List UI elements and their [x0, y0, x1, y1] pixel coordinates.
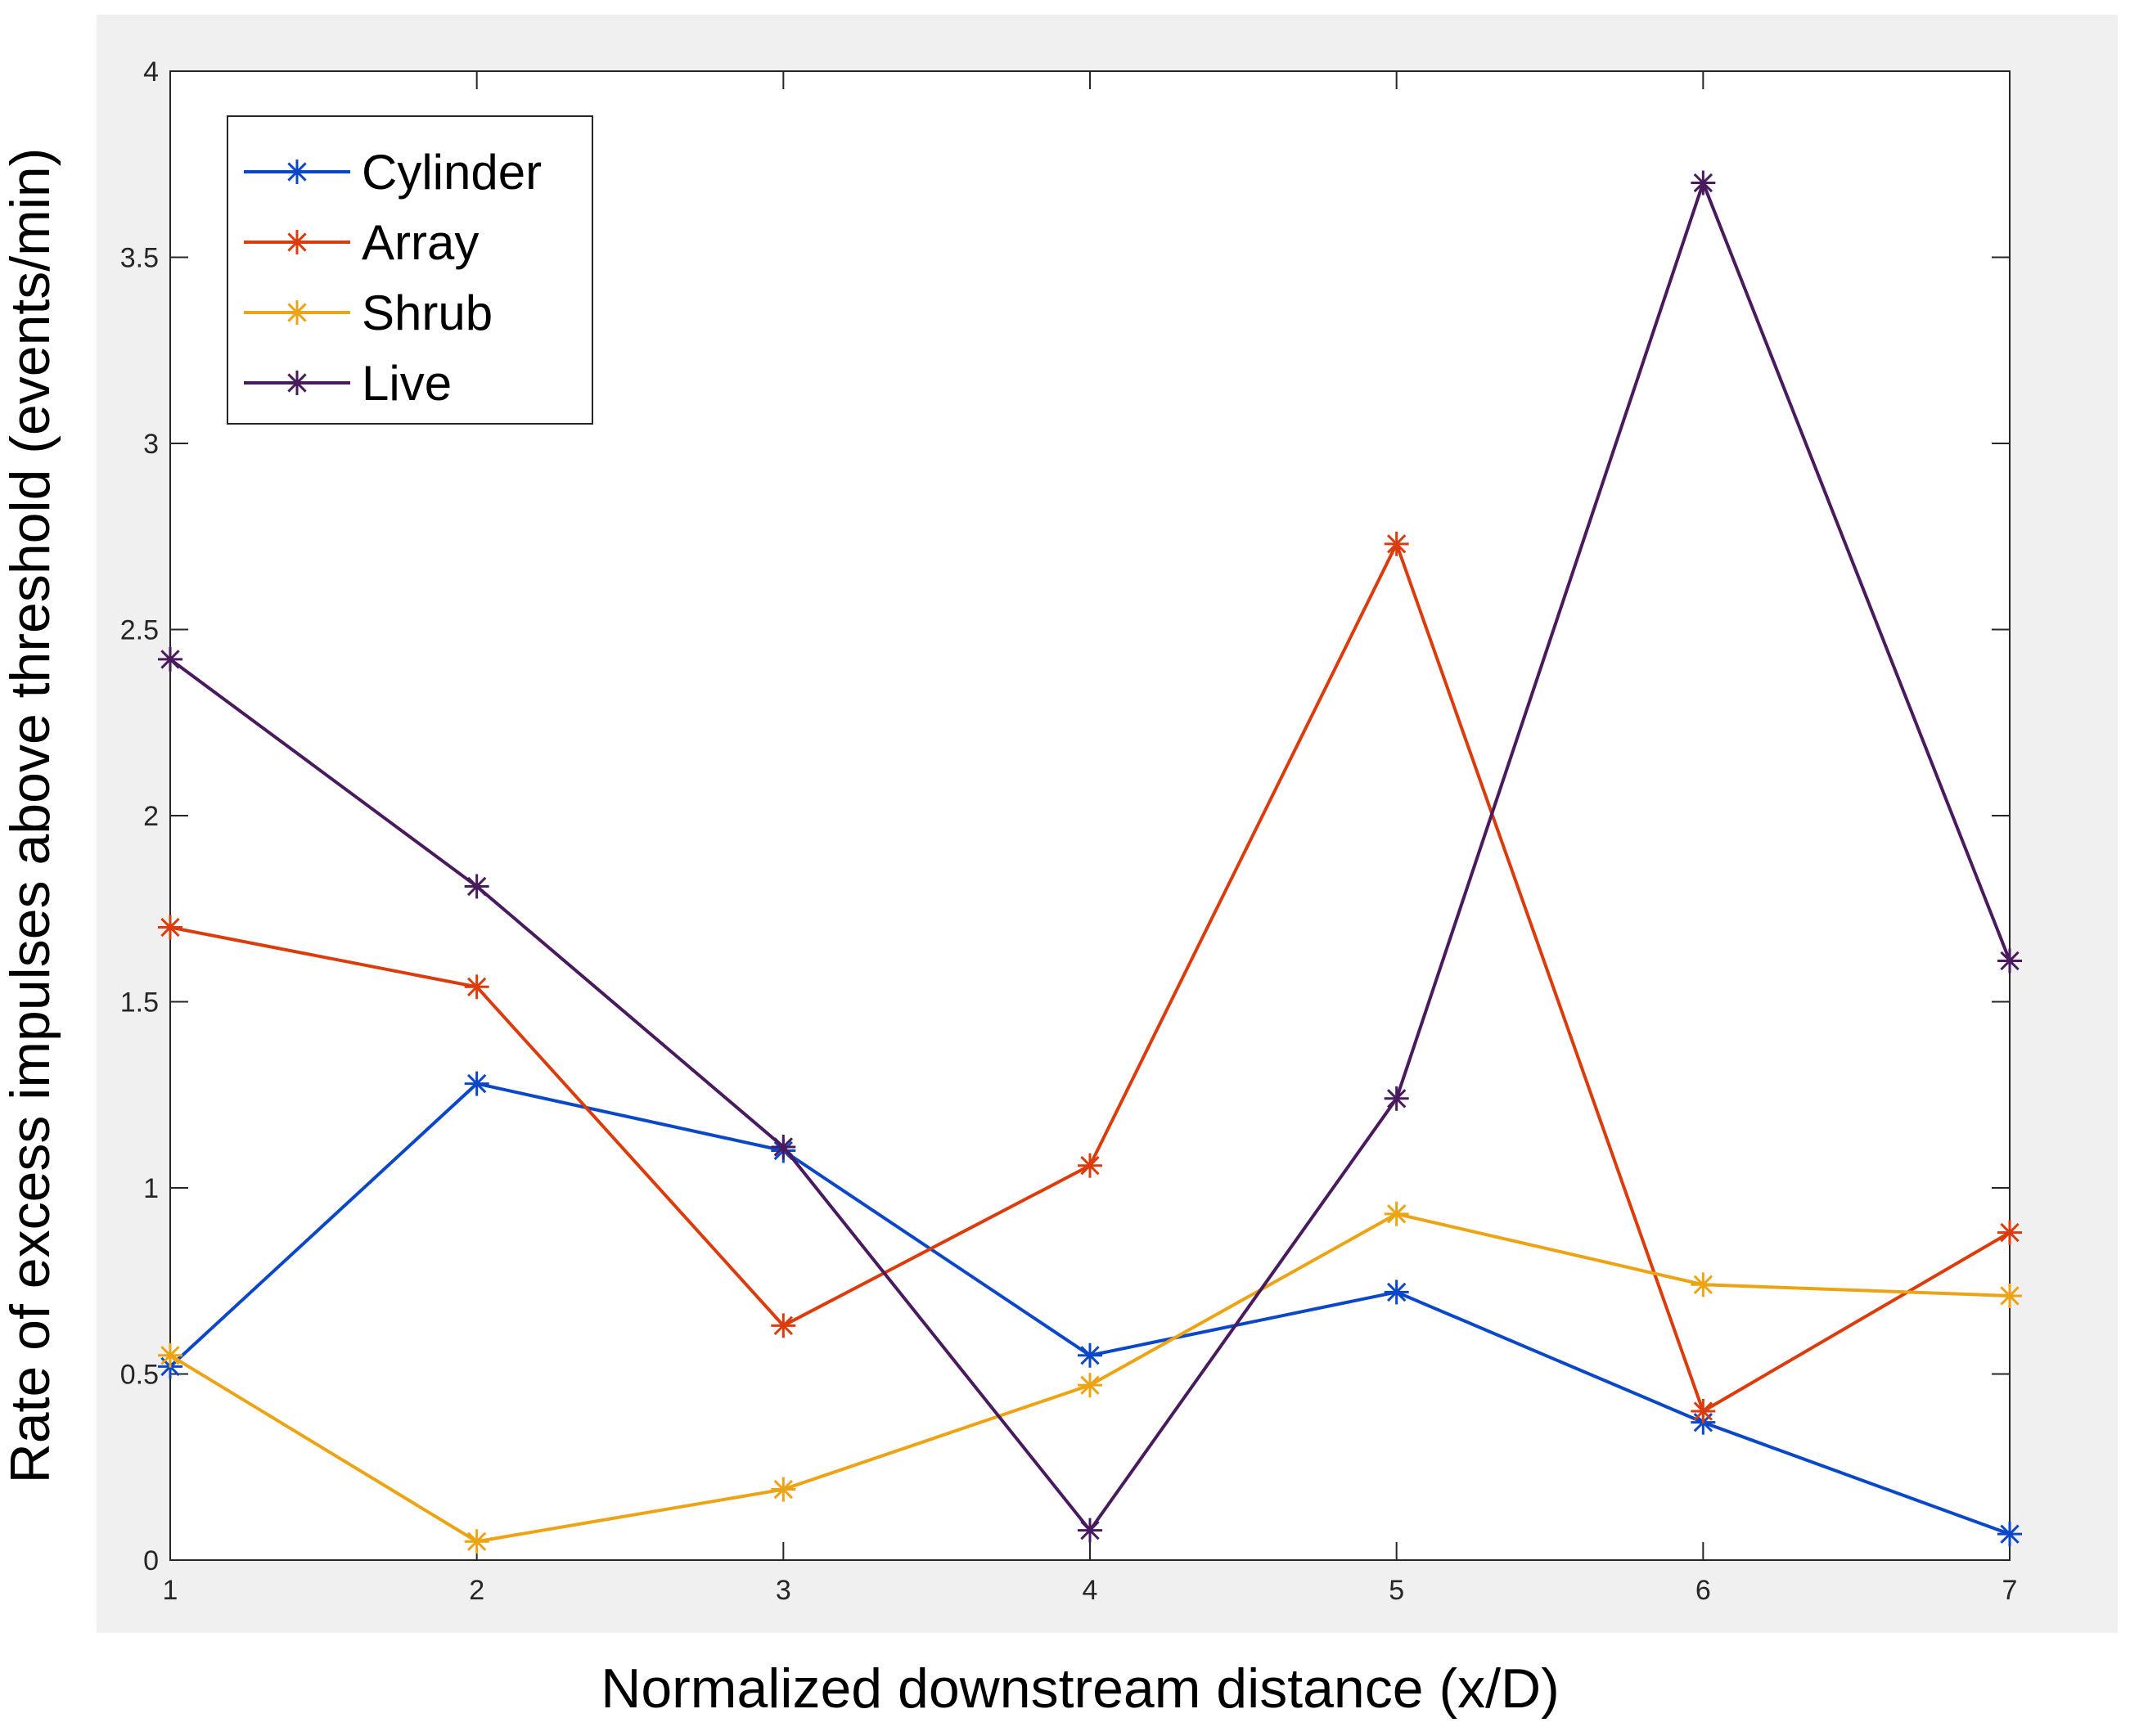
data-point-array: [1997, 1220, 2022, 1245]
data-point-shrub: [1078, 1373, 1102, 1398]
data-point-cylinder: [1078, 1342, 1102, 1368]
y-tick-label: 3: [143, 429, 159, 460]
y-tick-label: 4: [143, 56, 159, 88]
series-layer: [158, 170, 2022, 1554]
data-point-cylinder: [1384, 1280, 1409, 1305]
data-point-live: [1691, 170, 1716, 196]
data-point-shrub: [158, 1342, 182, 1368]
y-tick-label: 3.5: [120, 243, 159, 274]
y-tick-label: 0.5: [120, 1360, 159, 1391]
x-tick-label: 7: [2002, 1575, 2018, 1606]
legend-marker-array: [285, 230, 309, 254]
data-point-live: [158, 646, 182, 672]
data-point-shrub: [1384, 1201, 1409, 1226]
data-point-cylinder: [464, 1071, 489, 1096]
y-axis-title: Rate of excess impulses above threshold …: [0, 148, 61, 1484]
legend-entry-array: Array: [244, 215, 479, 270]
series-live: [158, 170, 2022, 1543]
y-tick-label: 2.5: [120, 615, 159, 646]
y-tick-label: 0: [143, 1545, 159, 1576]
legend-label-array: Array: [362, 215, 479, 270]
x-tick-label: 2: [469, 1575, 484, 1606]
y-tick-label: 1: [143, 1173, 159, 1204]
x-tick-label: 3: [776, 1575, 791, 1606]
data-point-array: [1078, 1153, 1102, 1178]
legend-marker-shrub: [285, 300, 309, 325]
legend-entry-live: Live: [244, 356, 452, 411]
series-array: [158, 531, 2022, 1423]
legend-entry-cylinder: Cylinder: [244, 145, 542, 200]
y-axis: 0 0.5 1 1.5 2 2.5 3 3.5 4: [120, 56, 2010, 1576]
legend-label-live: Live: [362, 356, 452, 411]
legend-marker-live: [285, 371, 309, 395]
x-axis: 1 2 3 4 5 6 7: [163, 71, 2018, 1606]
x-tick-label: 6: [1695, 1575, 1711, 1606]
legend-entry-shrub: Shrub: [244, 286, 493, 340]
data-point-array: [1691, 1399, 1716, 1423]
legend-label-cylinder: Cylinder: [362, 145, 542, 200]
data-point-array: [771, 1313, 796, 1338]
data-point-array: [158, 915, 182, 940]
y-tick-label: 2: [143, 801, 159, 832]
data-point-live: [1997, 948, 2022, 974]
data-point-shrub: [464, 1529, 489, 1554]
x-axis-title: Normalized downstream distance (x/D): [601, 1657, 1560, 1720]
data-point-live: [1384, 1086, 1409, 1111]
x-tick-label: 5: [1389, 1575, 1404, 1606]
x-tick-label: 1: [163, 1575, 178, 1606]
series-shrub: [158, 1201, 2022, 1554]
legend-box: [227, 115, 593, 425]
legend-marker-cylinder: [285, 160, 309, 184]
legend: Cylinder Array Shrub Live: [227, 115, 593, 425]
x-tick-label: 4: [1083, 1575, 1098, 1606]
y-tick-label: 1.5: [120, 987, 159, 1019]
data-point-live: [771, 1134, 796, 1159]
data-point-array: [464, 974, 489, 1000]
data-point-live: [1078, 1518, 1102, 1543]
data-point-shrub: [771, 1477, 796, 1502]
data-point-array: [1384, 531, 1409, 556]
data-point-live: [464, 874, 489, 899]
data-point-cylinder: [1997, 1522, 2022, 1547]
legend-label-shrub: Shrub: [362, 286, 493, 340]
data-point-shrub: [1997, 1283, 2022, 1308]
data-point-shrub: [1691, 1272, 1716, 1298]
